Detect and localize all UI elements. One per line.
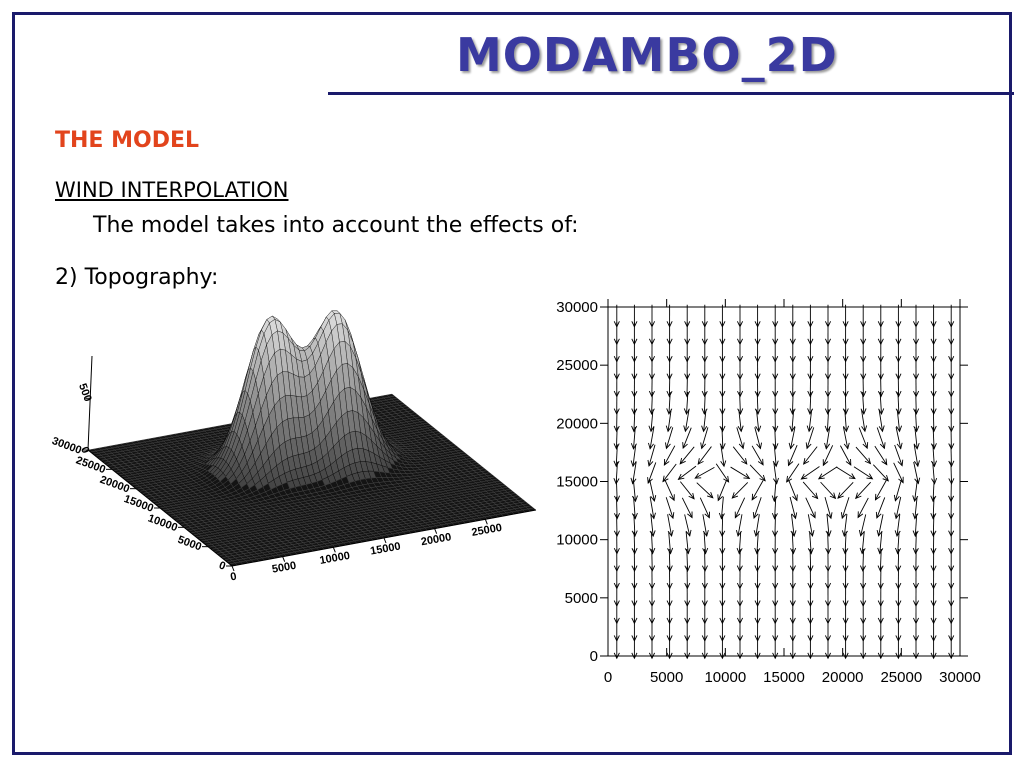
- subsection-heading: WIND INTERPOLATION: [55, 178, 289, 202]
- topography-item: 2) Topography:: [55, 265, 219, 290]
- intro-text: The model takes into account the effects…: [93, 213, 579, 238]
- section-heading: THE MODEL: [55, 128, 200, 153]
- slide-frame: [12, 12, 1012, 755]
- title-underline: [328, 92, 1014, 95]
- slide-title: MODAMBO_2D: [456, 28, 838, 82]
